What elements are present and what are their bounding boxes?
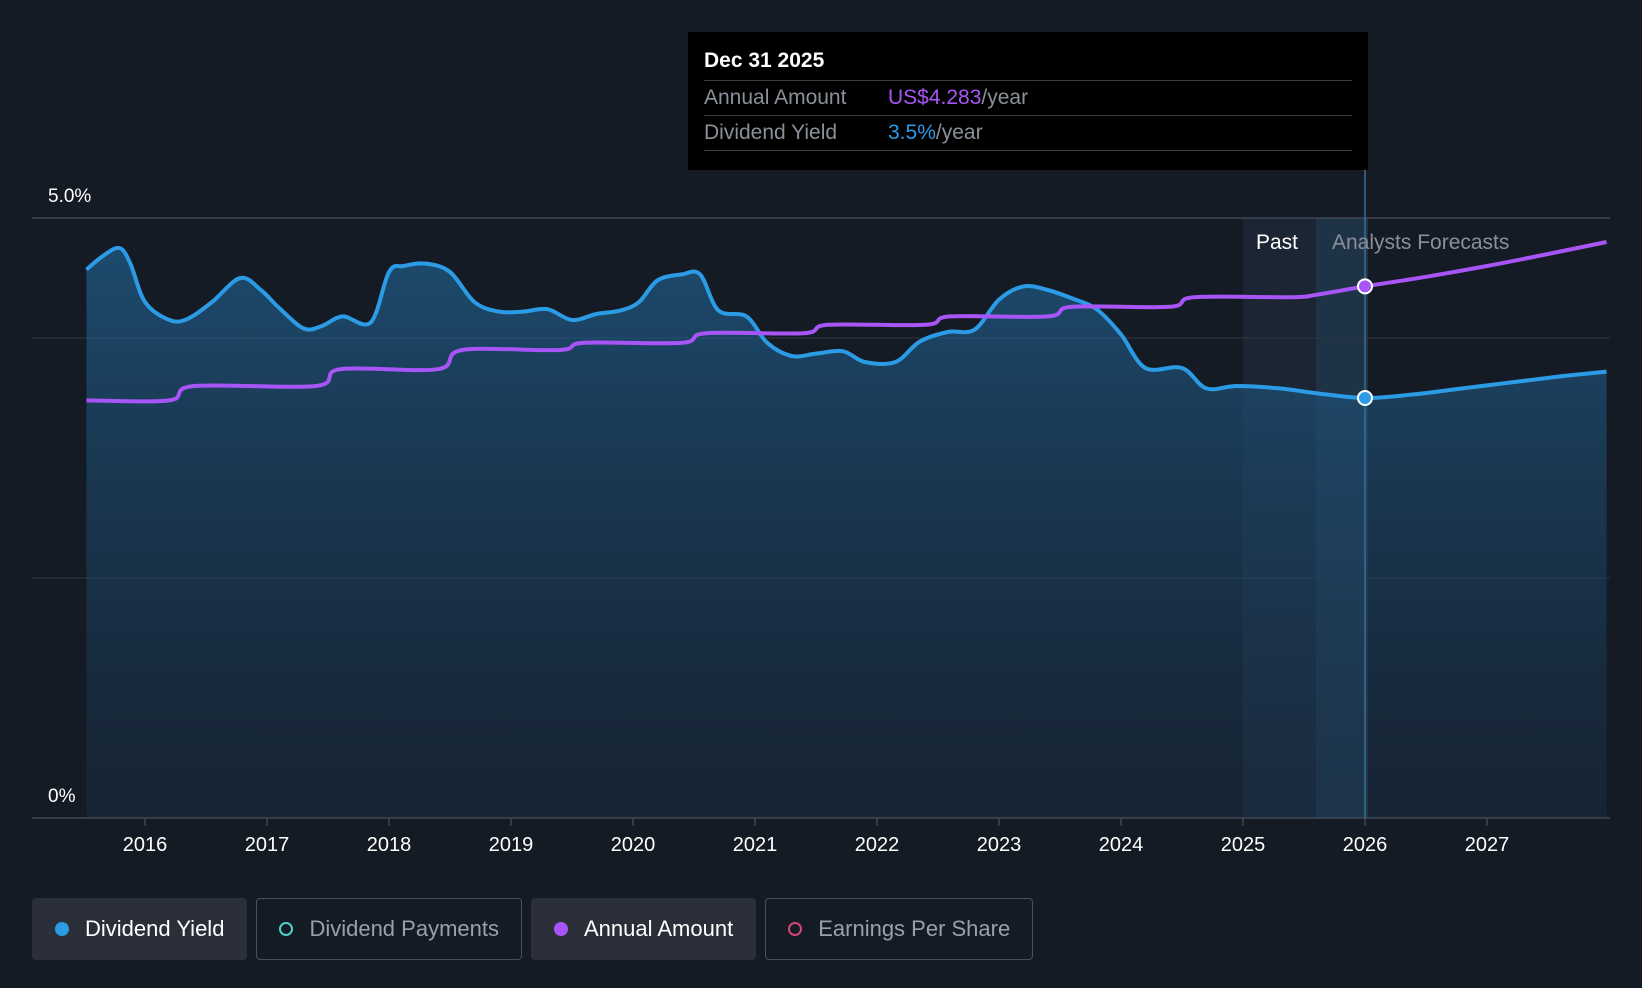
y-axis-labels: 5.0% 0% [48,186,91,807]
legend-dividend-yield-label: Dividend Yield [85,916,225,941]
earnings-per-share-dot-icon [788,922,803,936]
tooltip-amount-unit: /year [981,86,1029,109]
x-tick-label: 2025 [1221,834,1266,856]
tooltip-yield-unit: /year [935,121,983,144]
past-label: Past [1256,231,1298,254]
annual-amount-line [86,240,1607,404]
forecast-label: Analysts Forecasts [1332,231,1509,254]
tooltip-amount-row: Annual Amount US$4.283 /year [704,81,1352,116]
tooltip: Dec 31 2025 Annual Amount US$4.283 /year… [688,32,1368,170]
x-tick-label: 2023 [977,834,1022,856]
dividend-yield-line [85,245,1607,401]
legend-dividend-yield-button[interactable]: Dividend Yield [32,898,248,960]
legend-earnings-per-share-button[interactable]: Earnings Per Share [765,898,1034,960]
legend: Dividend Yield Dividend Payments Annual … [32,898,1034,960]
legend-annual-amount-label: Annual Amount [583,916,734,941]
tooltip-date: Dec 31 2025 [704,46,1352,81]
x-tick-label: 2019 [489,834,534,856]
x-tick-label: 2016 [123,834,168,856]
annual-amount-dot-icon [553,922,568,936]
x-tick-label: 2026 [1343,834,1388,856]
x-tick-label: 2017 [245,834,290,856]
tooltip-yield-value: 3.5% [888,121,936,144]
x-tick-label: 2021 [733,834,778,856]
x-tick-label: 2024 [1099,834,1144,856]
x-tick-label: 2027 [1465,834,1510,856]
legend-dividend-payments-label: Dividend Payments [309,916,499,941]
legend-dividend-payments-button[interactable]: Dividend Payments [256,898,522,960]
y-tick-label: 5.0% [48,186,91,207]
dividend-yield-dot-icon [55,922,69,936]
x-axis: 2016 2017 2018 2019 2020 2021 2022 2023 2024 2025… [32,817,1610,856]
legend-earnings-per-share-label: Earnings Per Share [818,916,1011,941]
tooltip-yield-row: Dividend Yield 3.5% /year [704,116,1352,151]
x-tick-label: 2018 [367,834,412,856]
dividend-payments-dot-icon [279,922,294,936]
y-tick-label: 0% [48,786,76,807]
legend-annual-amount-button[interactable]: Annual Amount [530,898,757,960]
x-tick-label: 2022 [855,834,900,856]
dividend-yield-marker[interactable] [1357,390,1373,406]
dividend-yield-area [86,247,1607,818]
annual-amount-marker[interactable] [1357,278,1373,295]
tooltip-amount-label: Annual Amount [704,86,847,109]
x-tick-label: 2020 [611,834,656,856]
tooltip-amount-value: US$4.283 [888,86,982,109]
tooltip-yield-label: Dividend Yield [704,121,838,144]
